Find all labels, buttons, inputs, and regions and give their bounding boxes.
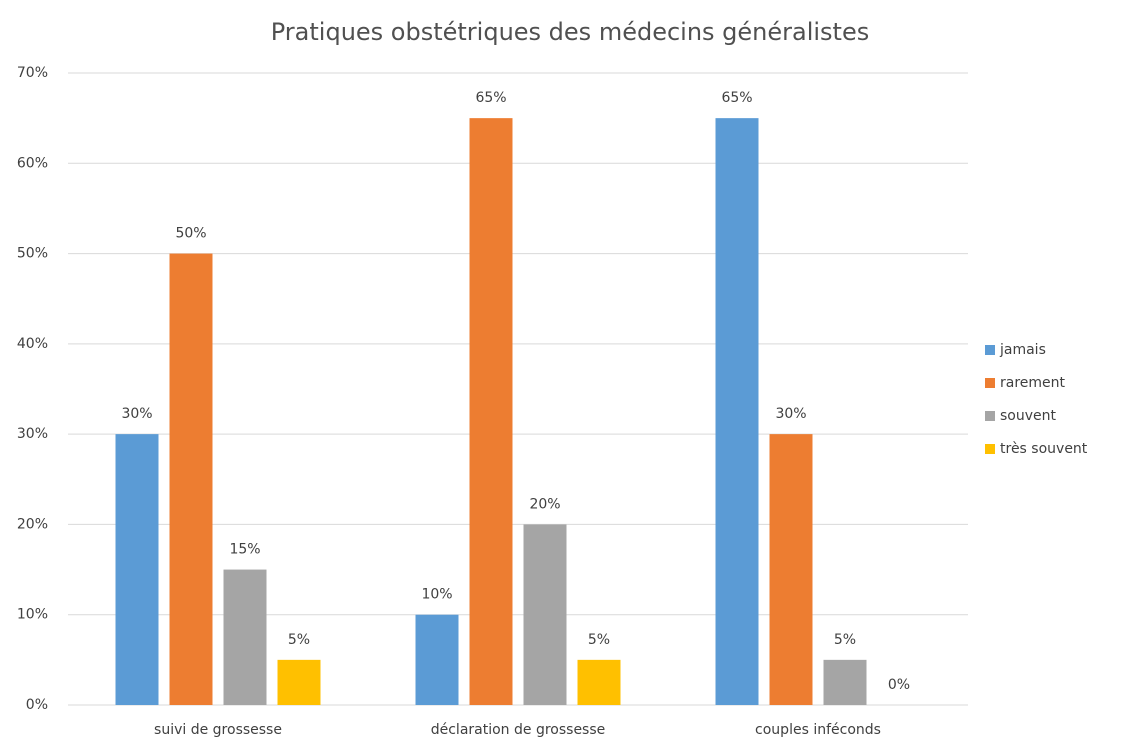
legend-swatch: [985, 378, 995, 388]
bar: [415, 614, 459, 705]
legend-label: jamais: [999, 342, 1046, 358]
x-tick-label: couples inféconds: [755, 722, 881, 738]
bar: [769, 434, 813, 705]
value-label: 65%: [721, 90, 752, 106]
legend-swatch: [985, 345, 995, 355]
bar: [715, 118, 759, 705]
legend-label: souvent: [1000, 408, 1057, 424]
value-label: 30%: [775, 406, 806, 422]
y-tick-label: 30%: [17, 426, 48, 442]
bar: [277, 659, 321, 705]
y-tick-label: 60%: [17, 155, 48, 171]
bar: [169, 253, 213, 706]
y-tick-label: 0%: [26, 697, 48, 713]
value-label: 5%: [288, 632, 310, 648]
value-label: 5%: [834, 632, 856, 648]
bar: [115, 434, 159, 705]
value-label: 0%: [888, 677, 910, 693]
legend-swatch: [985, 411, 995, 421]
bar: [523, 524, 567, 705]
value-label: 5%: [588, 632, 610, 648]
bar: [823, 659, 867, 705]
y-tick-label: 70%: [17, 65, 48, 81]
legend-swatch: [985, 444, 995, 454]
value-label: 65%: [475, 90, 506, 106]
value-label: 20%: [529, 496, 560, 512]
legend-label: rarement: [1000, 375, 1066, 391]
y-tick-label: 40%: [17, 336, 48, 352]
bar: [577, 659, 621, 705]
y-tick-label: 20%: [17, 516, 48, 532]
legend-label: très souvent: [1000, 441, 1088, 457]
value-label: 10%: [421, 587, 452, 603]
y-tick-label: 50%: [17, 246, 48, 262]
value-label: 50%: [175, 226, 206, 242]
value-label: 30%: [121, 406, 152, 422]
bar: [469, 118, 513, 705]
chart-title: Pratiques obstétriques des médecins géné…: [271, 18, 870, 46]
x-tick-label: déclaration de grossesse: [431, 722, 606, 738]
y-tick-label: 10%: [17, 607, 48, 623]
x-tick-label: suivi de grossesse: [154, 722, 282, 738]
value-label: 15%: [229, 542, 260, 558]
bar: [223, 569, 267, 705]
